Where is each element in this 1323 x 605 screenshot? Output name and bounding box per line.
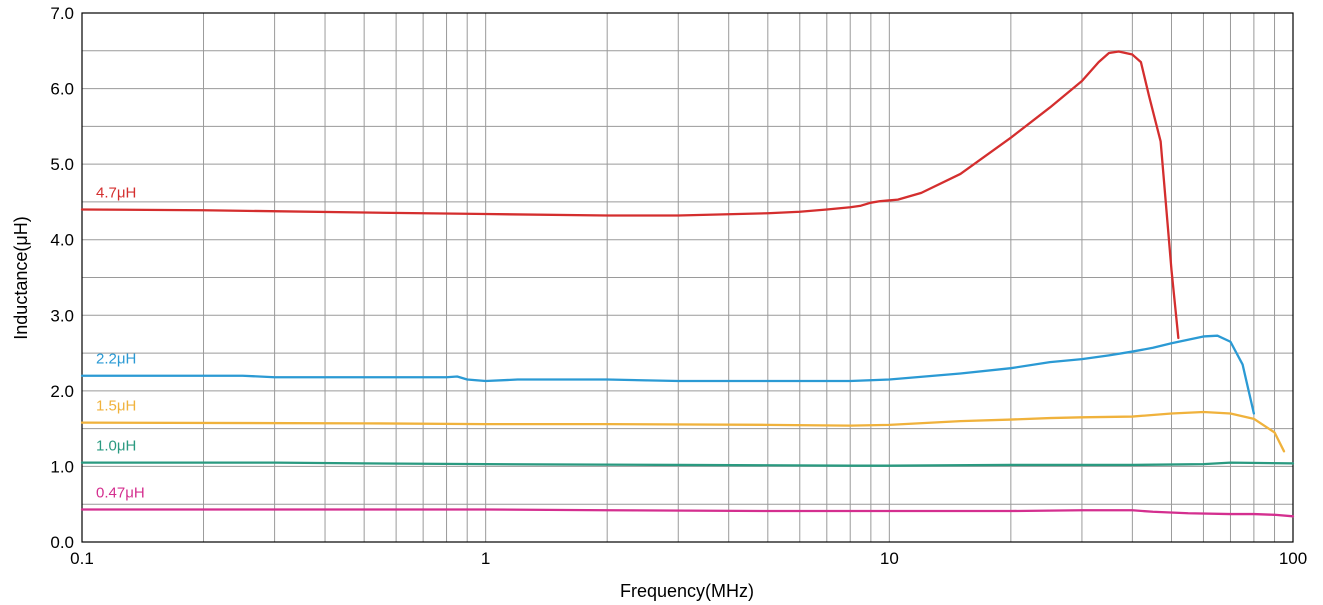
series-label: 0.47μH [96,485,145,502]
y-tick-label: 3.0 [50,306,74,325]
y-tick-label: 7.0 [50,4,74,23]
series-label: 1.0μH [96,438,136,455]
y-tick-label: 2.0 [50,382,74,401]
y-axis-ticks: 0.0 1.0 2.0 3.0 4.0 5.0 6.0 7.0 [50,4,74,552]
plot-frame [81,12,1294,543]
x-tick-label: 10 [880,549,899,568]
series-label: 2.2μH [96,351,136,368]
y-tick-label: 4.0 [50,231,74,250]
series-label: 1.5μH [96,398,136,415]
grid [81,12,1293,543]
series-line [80,50,1180,340]
x-tick-label: 100 [1279,549,1307,568]
y-tick-label: 6.0 [50,80,74,99]
series-label: 4.7μH [96,184,136,201]
y-tick-label: 1.0 [50,457,74,476]
series-line [80,508,1295,518]
y-tick-label: 0.0 [50,533,74,552]
x-tick-label: 1 [481,549,490,568]
axes [81,12,1294,543]
y-tick-label: 5.0 [50,155,74,174]
series-line [80,334,1256,415]
series-line [80,461,1295,467]
series-line [80,410,1286,453]
x-tick-label: 0.1 [70,549,94,568]
x-axis-title: Frequency(MHz) [620,581,754,601]
series-group: 4.7μH 2.2μH 1.5μH 1.0μH 0.47μH [80,50,1295,518]
x-axis-ticks: 0.1 1 10 100 [70,549,1307,568]
y-axis-title: Inductance(μH) [11,216,31,339]
